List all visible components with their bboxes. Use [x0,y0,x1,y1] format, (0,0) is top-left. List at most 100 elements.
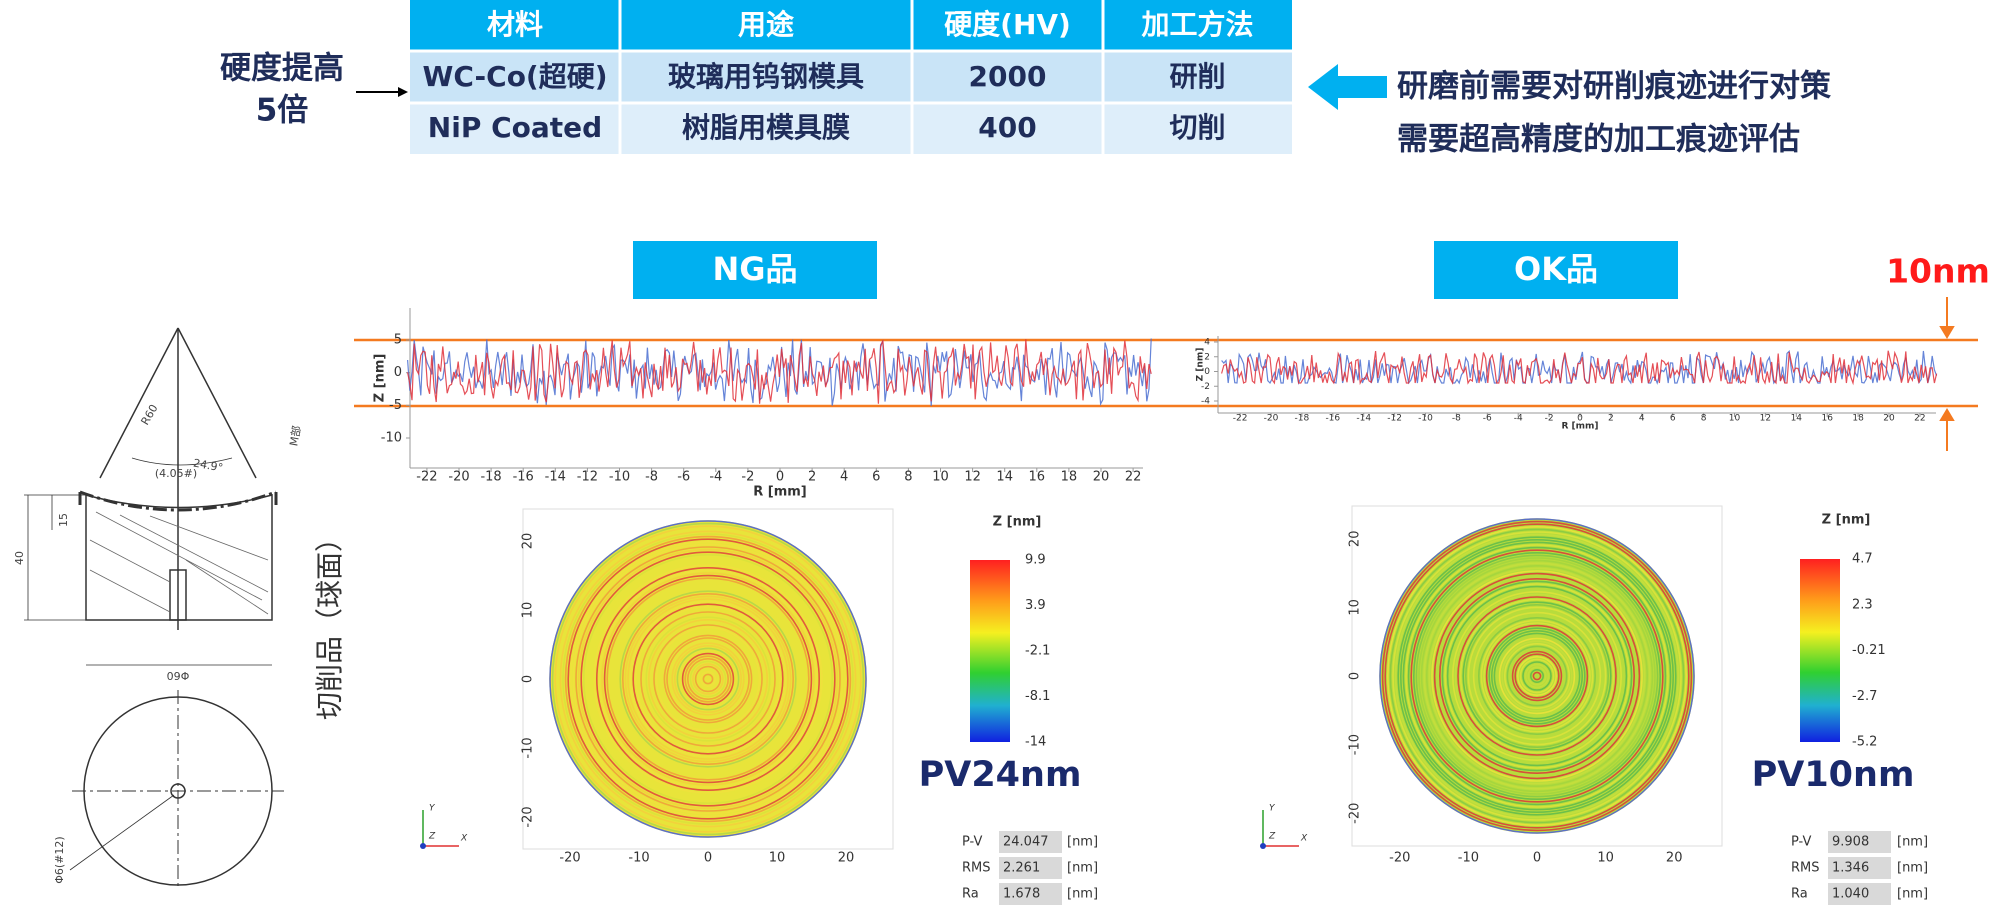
map-ring [569,540,846,817]
map-ring [1387,525,1688,826]
map-edge [549,520,867,838]
part-drawing [24,327,284,890]
x-tick-label: -14 [1356,414,1371,424]
map-ring [595,566,820,791]
map-ring [1475,614,1599,738]
map-ring [1457,596,1617,756]
map-x-tick-label: 20 [1666,851,1683,866]
drawing-label: 24.9° [192,457,224,475]
map-ring [692,663,724,695]
gizmo-label: Z [1268,832,1276,842]
map-y-tick-label: 0 [1348,672,1363,680]
colorbar-tick-label: -8.1 [1025,689,1050,704]
ok-banner [1434,241,1678,299]
map-edge [1379,518,1695,834]
map-ring [572,543,844,815]
map-ring [642,613,774,745]
ok-label: OK品 [1514,250,1598,288]
colorbar-tick-label: -0.21 [1852,643,1886,658]
ng-label: NG品 [712,250,797,288]
stat-name: P-V [962,835,982,850]
map-ring [1517,655,1558,696]
x-axis-label: R [mm] [753,485,807,500]
colorbar [970,560,1010,742]
map-ring [616,587,800,771]
x-tick-label: -6 [677,470,690,485]
table-header: 用途 [738,8,795,41]
map-x-tick-label: -10 [628,851,649,866]
map-ring [663,634,753,724]
x-tick-label: 0 [1577,414,1583,424]
x-axis-label: R [mm] [1561,422,1598,432]
stat-unit: [nm] [1067,835,1098,850]
map-frame [522,508,894,850]
map-ring [1441,580,1633,772]
map-x-tick-label: -10 [1458,851,1479,866]
map-y-tick-label: -20 [521,806,536,827]
map-ring [1426,564,1649,787]
remark: 研磨前需要对研削痕迹进行对策 [1397,69,1831,105]
table-row-bg [410,51,1292,103]
table-cell: 研削 [1169,60,1225,93]
x-tick-label: -2 [1545,414,1554,424]
map-ring [650,621,766,737]
colorbar-tick-label: 4.7 [1852,552,1873,567]
stat-name: RMS [962,861,991,876]
map-ring [564,535,852,823]
map-ring [606,577,810,781]
x-tick-label: -10 [1418,414,1433,424]
map-ring [629,600,787,758]
side-label: 切削品（球面） [313,524,346,720]
map-ring [1519,658,1555,694]
map-ring [676,647,740,711]
map-ring [1423,562,1651,790]
map-ring [1522,661,1552,691]
stat-value: 1.040 [1832,887,1869,902]
y-axis-label: Z [nm] [1196,348,1206,382]
table-cell: NiP Coated [428,111,602,144]
gizmo-label: Y [429,804,436,814]
map-ring [593,564,823,794]
map-ring [1400,538,1675,813]
map-ring [580,551,836,807]
map-ring [1524,663,1550,689]
x-tick-label: 12 [964,470,981,485]
stat-box [1828,857,1891,879]
x-tick-label: 10 [1729,414,1741,424]
table-header: 硬度(HV) [944,8,1071,41]
map-ring [1465,603,1610,748]
map-ring [1452,590,1623,761]
stat-unit: [nm] [1897,861,1928,876]
map-ring [1433,572,1641,780]
map-ring [689,660,727,698]
x-tick-label: 12 [1760,414,1771,424]
map-y-tick-label: 0 [521,675,536,683]
map-ring [637,608,779,750]
map-ring [614,585,802,773]
map-ring [1439,577,1636,774]
drawing-label: (4.05#) [155,467,197,480]
drawing-label: 15 [57,513,70,527]
x-tick-label: 18 [1061,470,1078,485]
map-ring [1397,536,1677,816]
map-ring [575,546,841,812]
map-ring [705,676,711,682]
map-ring [1488,627,1586,725]
table-borders [410,0,1292,154]
x-tick-label: 4 [840,470,848,485]
map-frame [1351,505,1723,847]
colorbar-tick-label: 3.9 [1025,598,1046,613]
x-tick-label: 22 [1914,414,1925,424]
map-ring [1405,544,1669,808]
map-ring [1483,622,1591,730]
map-ring [588,559,828,799]
x-tick-label: 22 [1125,470,1142,485]
x-tick-label: -22 [1233,414,1248,424]
hardness-note: 5倍 [256,93,309,129]
table-cell: 玻璃用钨钢模具 [668,60,864,93]
stat-value: 1.678 [1003,887,1040,902]
map-ring [1459,598,1615,754]
colorbar-tick-label: -2.1 [1025,644,1050,659]
stat-unit: [nm] [1067,887,1098,902]
colorbar-title: Z [nm] [1822,513,1871,528]
